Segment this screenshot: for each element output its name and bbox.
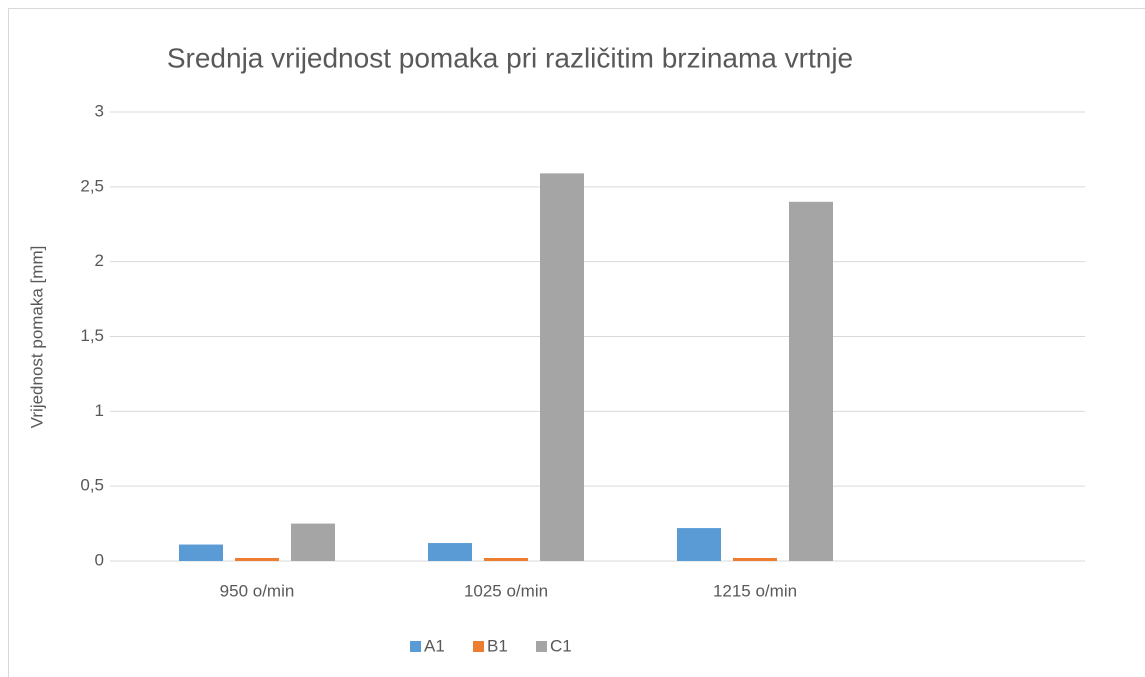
- bar: [428, 543, 472, 561]
- y-tick-label: 3: [95, 101, 104, 120]
- bar: [179, 544, 223, 561]
- legend-swatch: [536, 641, 547, 652]
- y-tick-label: 1: [95, 401, 104, 420]
- legend-label: B1: [487, 636, 508, 655]
- y-tick-label: 0,5: [80, 476, 104, 495]
- legend-swatch: [410, 641, 421, 652]
- y-axis-label: Vrijednost pomaka [mm]: [27, 246, 46, 429]
- chart-title: Srednja vrijednost pomaka pri različitim…: [167, 42, 853, 73]
- y-tick-label: 2,5: [80, 176, 104, 195]
- bar: [291, 523, 335, 561]
- y-tick-label: 2: [95, 251, 104, 270]
- y-tick-label: 0: [95, 550, 104, 569]
- bar: [677, 528, 721, 561]
- x-tick-label: 1025 o/min: [464, 581, 548, 600]
- bar: [540, 173, 584, 561]
- bar: [789, 201, 833, 562]
- legend-label: C1: [550, 636, 572, 655]
- legend-label: A1: [424, 636, 445, 655]
- legend-swatch: [473, 641, 484, 652]
- y-tick-label: 1,5: [80, 326, 104, 345]
- bar: [733, 558, 777, 561]
- x-tick-label: 1215 o/min: [713, 581, 797, 600]
- bar: [484, 558, 528, 561]
- x-tick-label: 950 o/min: [220, 581, 295, 600]
- bar: [235, 558, 279, 561]
